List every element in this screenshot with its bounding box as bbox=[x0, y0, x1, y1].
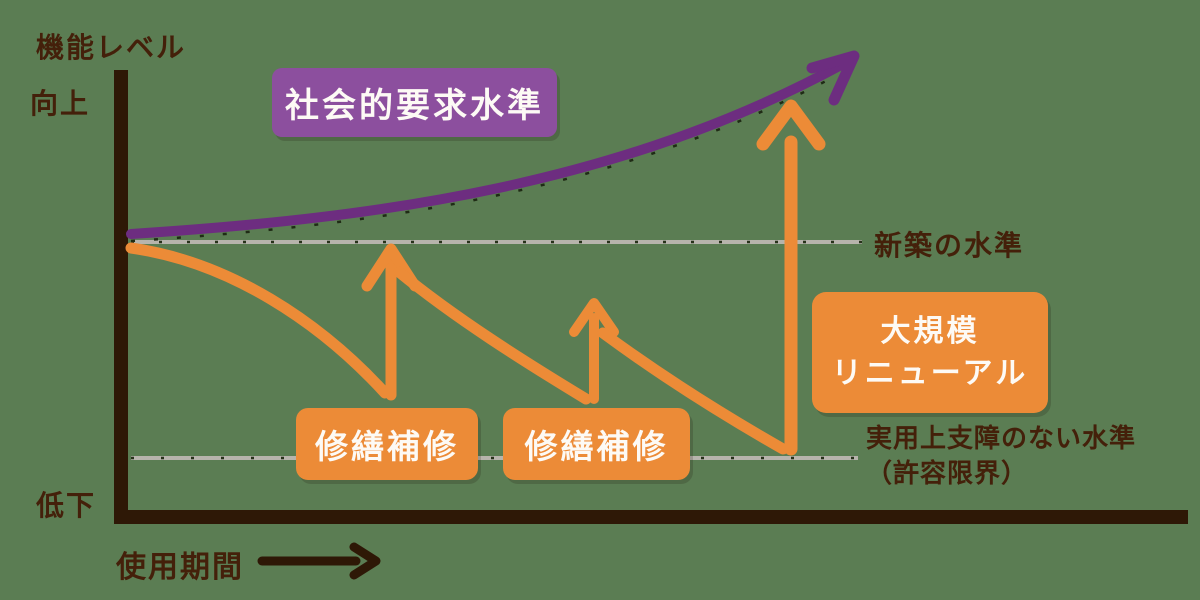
y-axis-down-label: 低下 bbox=[36, 489, 97, 522]
y-axis bbox=[114, 70, 128, 524]
repair-label-right: 修繕補修 bbox=[524, 427, 669, 466]
x-axis-title: 使用期間 bbox=[116, 550, 244, 585]
tolerance-level-label-line1: 実用上支障のない水準 bbox=[866, 424, 1137, 454]
repair-arrow-2-head bbox=[569, 298, 619, 337]
tolerance-level-label-line2: （許容限界） bbox=[866, 459, 1029, 490]
initial-level-label: 新築の水準 bbox=[874, 229, 1025, 262]
renewal-label-box: 大規模 リニューアル bbox=[812, 292, 1048, 413]
social-demand-arrow-head bbox=[806, 50, 860, 106]
social-demand-label-box: 社会的要求水準 bbox=[272, 68, 557, 137]
repair-label-left: 修繕補修 bbox=[315, 427, 459, 466]
renewal-label-line2: リニューアル bbox=[831, 355, 1029, 391]
decay-curve-3 bbox=[597, 327, 789, 455]
renewal-arrow-head bbox=[756, 99, 826, 151]
social-demand-curve bbox=[126, 59, 848, 239]
x-direction-arrow-head bbox=[349, 542, 381, 580]
social-demand-curve-speckle bbox=[130, 69, 846, 243]
decay-curve-2 bbox=[393, 266, 592, 405]
renewal-label-line1: 大規模 bbox=[880, 313, 980, 349]
repair-label-box-left: 修繕補修 bbox=[296, 408, 478, 480]
y-axis-up-label: 向上 bbox=[30, 87, 91, 120]
repair-label-box-right: 修繕補修 bbox=[503, 408, 690, 480]
decay-curve-1 bbox=[125, 242, 391, 399]
social-demand-label: 社会的要求水準 bbox=[285, 86, 544, 126]
y-axis-title: 機能レベル bbox=[36, 31, 187, 64]
tolerance-level-label: 実用上支障のない水準 （許容限界） bbox=[866, 422, 1136, 492]
x-axis bbox=[114, 510, 1188, 524]
